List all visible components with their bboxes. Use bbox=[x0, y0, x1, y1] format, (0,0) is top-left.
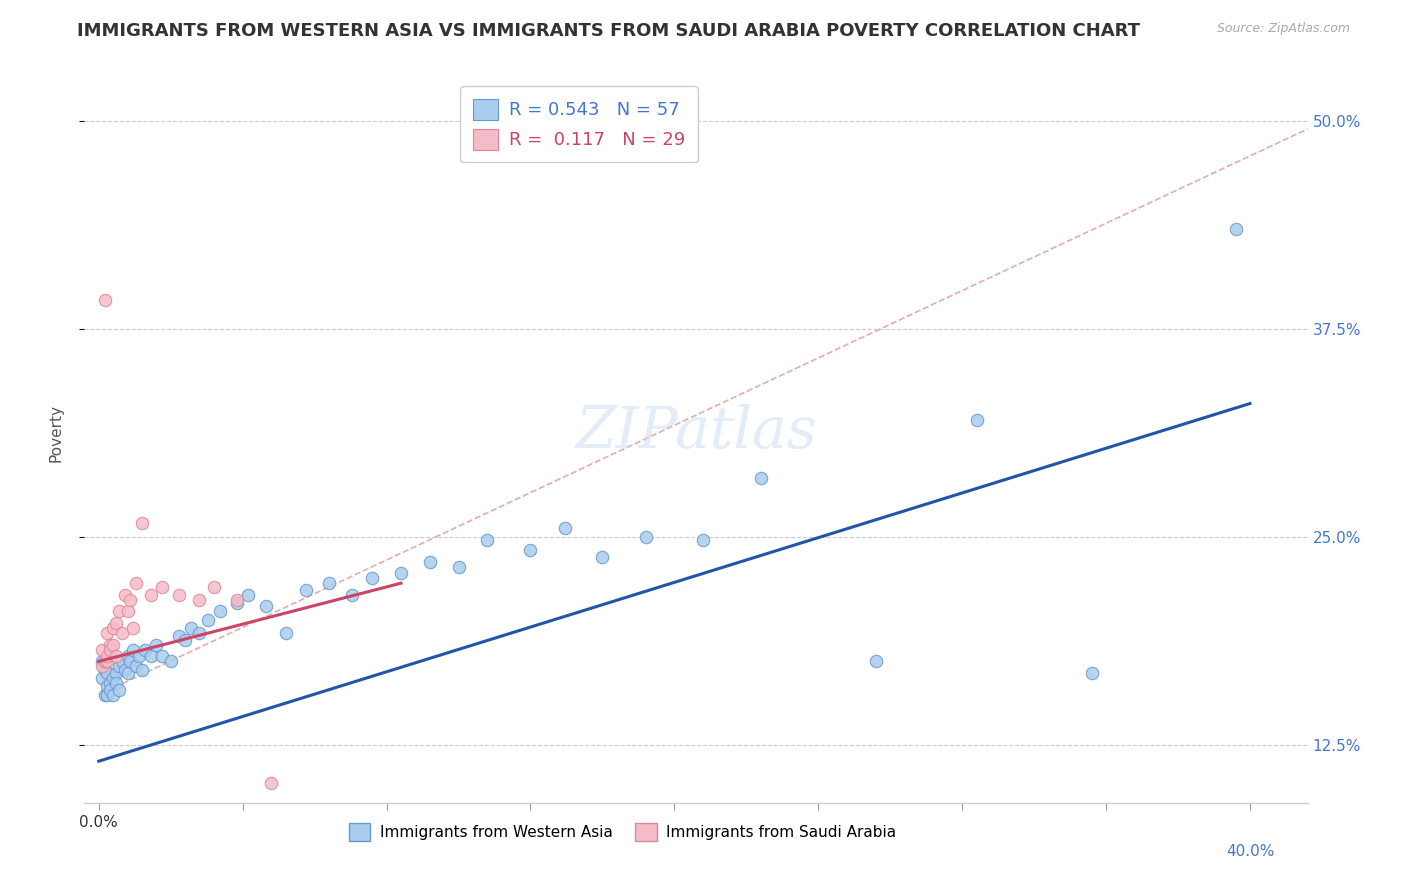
Point bbox=[120, 654, 142, 668]
Point bbox=[169, 588, 191, 602]
Point bbox=[174, 632, 197, 647]
Point bbox=[96, 679, 118, 693]
Point bbox=[225, 596, 247, 610]
Point bbox=[131, 516, 153, 531]
Point bbox=[125, 659, 148, 673]
Point bbox=[120, 592, 142, 607]
Point bbox=[865, 654, 887, 668]
Point bbox=[117, 666, 139, 681]
Point bbox=[96, 626, 118, 640]
Point bbox=[105, 649, 128, 664]
Point bbox=[90, 671, 112, 685]
Point bbox=[90, 654, 112, 668]
Point bbox=[108, 682, 131, 697]
Text: IMMIGRANTS FROM WESTERN ASIA VS IMMIGRANTS FROM SAUDI ARABIA POVERTY CORRELATION: IMMIGRANTS FROM WESTERN ASIA VS IMMIGRAN… bbox=[77, 22, 1140, 40]
Point bbox=[419, 555, 441, 569]
Point bbox=[180, 621, 202, 635]
Point bbox=[114, 588, 136, 602]
Text: Source: ZipAtlas.com: Source: ZipAtlas.com bbox=[1216, 22, 1350, 36]
Point bbox=[125, 576, 148, 591]
Point bbox=[114, 663, 136, 677]
Point bbox=[101, 621, 124, 635]
Text: ZIPatlas: ZIPatlas bbox=[575, 404, 817, 461]
Point bbox=[591, 549, 613, 564]
Text: 40.0%: 40.0% bbox=[1226, 845, 1274, 859]
Point bbox=[634, 530, 657, 544]
Point bbox=[749, 471, 772, 485]
Point bbox=[93, 688, 115, 702]
Point bbox=[93, 663, 115, 677]
Point bbox=[361, 571, 384, 585]
Point bbox=[117, 605, 139, 619]
Point bbox=[134, 642, 156, 657]
Point bbox=[1080, 666, 1102, 681]
Point bbox=[105, 616, 128, 631]
Point bbox=[139, 649, 162, 664]
Point bbox=[150, 580, 173, 594]
Point bbox=[1225, 222, 1247, 236]
Point bbox=[98, 682, 121, 697]
Point bbox=[295, 582, 318, 597]
Point bbox=[139, 588, 162, 602]
Point bbox=[101, 688, 124, 702]
Point bbox=[554, 521, 576, 535]
Point bbox=[389, 566, 412, 581]
Point bbox=[159, 654, 181, 668]
Point bbox=[96, 649, 118, 664]
Point bbox=[197, 613, 219, 627]
Point bbox=[101, 671, 124, 685]
Point bbox=[225, 592, 247, 607]
Point bbox=[188, 626, 211, 640]
Point bbox=[96, 666, 118, 681]
Point bbox=[519, 542, 541, 557]
Point bbox=[188, 592, 211, 607]
Point bbox=[111, 654, 134, 668]
Point bbox=[111, 626, 134, 640]
Point bbox=[90, 642, 112, 657]
Point bbox=[477, 533, 499, 547]
Point bbox=[101, 638, 124, 652]
Point bbox=[122, 621, 145, 635]
Point bbox=[145, 638, 167, 652]
Point bbox=[692, 533, 714, 547]
Point bbox=[108, 605, 131, 619]
Point bbox=[98, 642, 121, 657]
Point bbox=[117, 649, 139, 664]
Point bbox=[96, 654, 118, 668]
Point bbox=[105, 666, 128, 681]
Point bbox=[105, 676, 128, 690]
Legend: Immigrants from Western Asia, Immigrants from Saudi Arabia: Immigrants from Western Asia, Immigrants… bbox=[343, 817, 903, 847]
Point bbox=[93, 293, 115, 308]
Point bbox=[340, 588, 363, 602]
Point bbox=[93, 654, 115, 668]
Point bbox=[202, 580, 225, 594]
Point bbox=[98, 638, 121, 652]
Point bbox=[98, 676, 121, 690]
Point bbox=[318, 576, 340, 591]
Point bbox=[96, 688, 118, 702]
Point bbox=[108, 659, 131, 673]
Point bbox=[131, 663, 153, 677]
Point bbox=[274, 626, 297, 640]
Point bbox=[966, 413, 988, 427]
Point bbox=[90, 659, 112, 673]
Point bbox=[447, 559, 470, 574]
Point bbox=[128, 649, 150, 664]
Point bbox=[169, 629, 191, 643]
Y-axis label: Poverty: Poverty bbox=[49, 403, 63, 462]
Point bbox=[150, 649, 173, 664]
Point bbox=[122, 642, 145, 657]
Point bbox=[208, 605, 231, 619]
Point bbox=[260, 776, 283, 790]
Point bbox=[93, 654, 115, 668]
Point bbox=[254, 599, 277, 614]
Point bbox=[238, 588, 260, 602]
